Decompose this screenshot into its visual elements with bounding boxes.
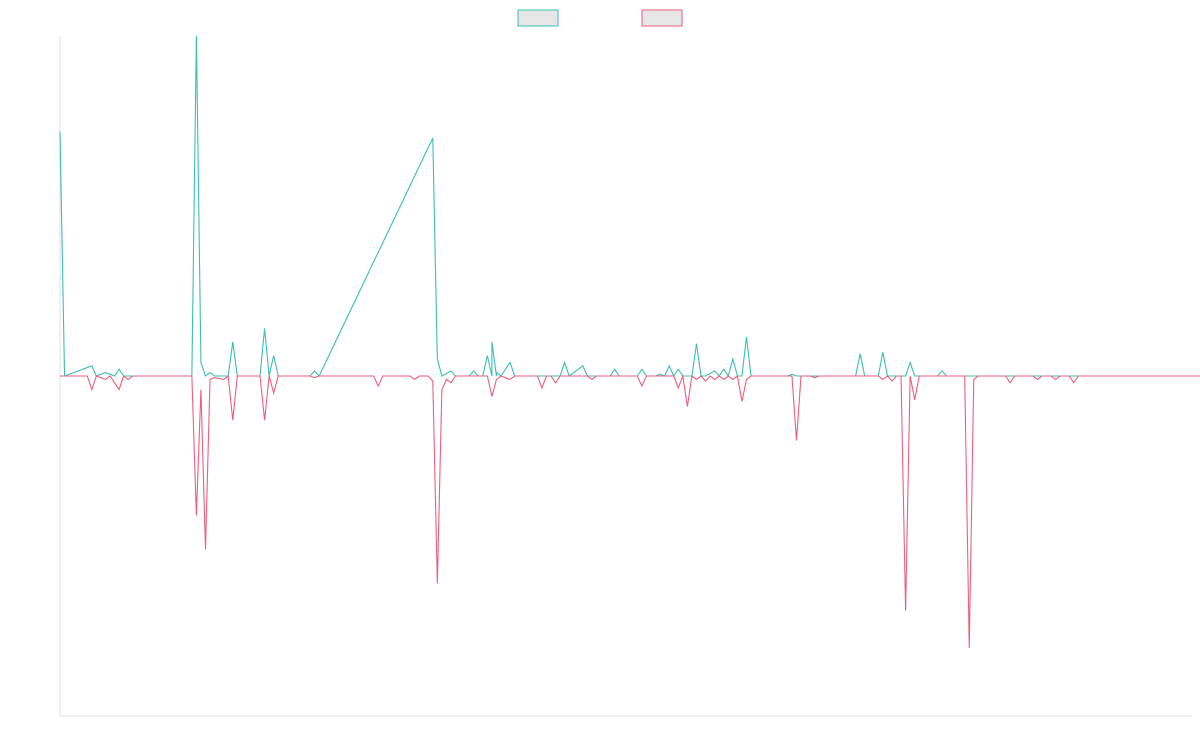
series-layer <box>59 35 1200 649</box>
series-line-2 <box>60 373 1200 649</box>
legend <box>517 9 683 27</box>
legend-swatch-2[interactable] <box>641 9 683 27</box>
legend-swatch-1[interactable] <box>517 9 559 27</box>
series-line-1 <box>59 35 1192 378</box>
